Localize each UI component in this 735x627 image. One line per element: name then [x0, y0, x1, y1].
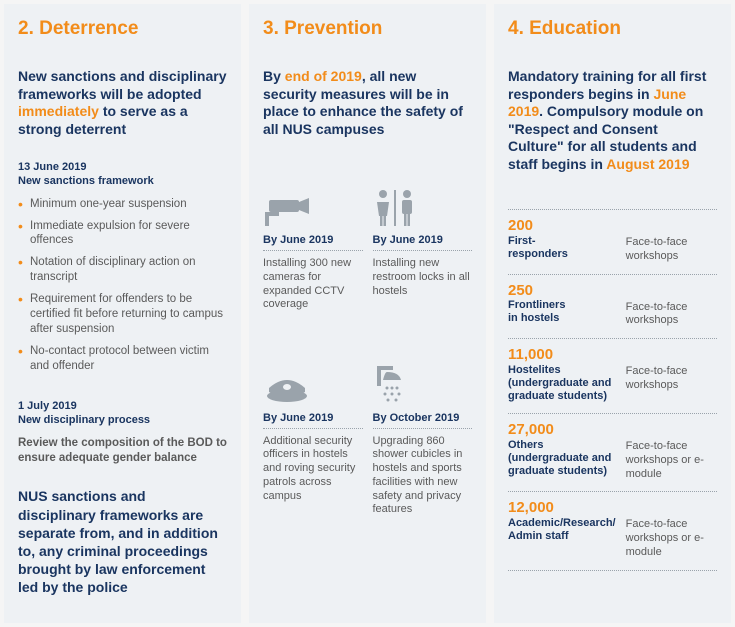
column-prevention: 3. Prevention By end of 2019, all new se… — [249, 4, 486, 623]
cctv-icon — [263, 180, 363, 228]
bullet-item: No-contact protocol between victim and o… — [18, 344, 227, 374]
education-row: 27,000 Others (undergraduate and graduat… — [508, 413, 717, 491]
education-row: 11,000 Hostelites (undergraduate and gra… — [508, 338, 717, 413]
education-row: 250 Frontlinersin hostels Face-to-face w… — [508, 274, 717, 339]
deterrence-footer: NUS sanctions and disciplinary framework… — [18, 487, 227, 596]
prevention-intro: By end of 2019, all new security measure… — [263, 68, 472, 138]
title-prefix: 2. — [18, 18, 39, 39]
prevention-desc: Installing new restroom locks in all hos… — [373, 257, 473, 298]
prevention-desc: Additional security officers in hostels … — [263, 435, 363, 504]
bullet-item: Notation of disciplinary action on trans… — [18, 255, 227, 285]
column-education: 4. Education Mandatory training for all … — [494, 4, 731, 623]
review-text: Review the composition of the BOD to ens… — [18, 436, 227, 466]
deterrence-date1: 13 June 2019 New sanctions framework — [18, 160, 227, 189]
education-rows: 200 First-responders Face-to-face worksh… — [508, 209, 717, 571]
title-text: Deterrence — [39, 18, 138, 39]
edu-method: Face-to-face workshops — [626, 347, 717, 393]
prevention-date: By June 2019 — [263, 234, 363, 251]
guard-cap-icon — [263, 358, 363, 406]
edu-label: Others (undergraduate and graduate stude… — [508, 439, 618, 479]
prevention-date: By June 2019 — [373, 234, 473, 251]
edu-label: Academic/Research/Admin staff — [508, 517, 618, 543]
edu-number: 12,000 — [508, 500, 618, 517]
deterrence-date2: 1 July 2019 New disciplinary process — [18, 399, 227, 428]
edu-method: Face-to-face workshops — [626, 283, 717, 329]
prevention-cell: By June 2019 Additional security officer… — [263, 358, 363, 518]
prevention-desc: Upgrading 860 shower cubicles in hostels… — [373, 435, 473, 518]
edu-label: Hostelites (undergraduate and graduate s… — [508, 364, 618, 404]
restroom-icon — [373, 180, 473, 228]
bullet-item: Minimum one-year suspension — [18, 197, 227, 212]
sanctions-bullets: Minimum one-year suspension Immediate ex… — [18, 197, 227, 381]
prevention-cell: By October 2019 Upgrading 860 shower cub… — [373, 358, 473, 518]
edu-method: Face-to-face workshops or e-module — [626, 500, 717, 559]
prevention-cell: By June 2019 Installing 300 new cameras … — [263, 180, 363, 340]
column-deterrence: 2. Deterrence New sanctions and discipli… — [4, 4, 241, 623]
education-row: 12,000 Academic/Research/Admin staff Fac… — [508, 491, 717, 570]
edu-number: 200 — [508, 218, 618, 235]
bullet-item: Requirement for offenders to be certifie… — [18, 292, 227, 337]
prevention-cell: By June 2019 Installing new restroom loc… — [373, 180, 473, 340]
education-row: 200 First-responders Face-to-face worksh… — [508, 209, 717, 274]
bullet-item: Immediate expulsion for severe offences — [18, 219, 227, 249]
deterrence-title: 2. Deterrence — [18, 18, 227, 40]
edu-number: 11,000 — [508, 347, 618, 364]
edu-label: Frontlinersin hostels — [508, 299, 618, 325]
edu-number: 250 — [508, 283, 618, 300]
prevention-title: 3. Prevention — [263, 18, 472, 40]
shower-icon — [373, 358, 473, 406]
prevention-desc: Installing 300 new cameras for expanded … — [263, 257, 363, 312]
edu-label: First-responders — [508, 235, 618, 261]
prevention-grid: By June 2019 Installing 300 new cameras … — [263, 180, 472, 517]
edu-method: Face-to-face workshops — [626, 218, 717, 264]
education-intro: Mandatory training for all first respond… — [508, 68, 717, 173]
edu-method: Face-to-face workshops or e-module — [626, 422, 717, 481]
prevention-date: By June 2019 — [263, 412, 363, 429]
education-title: 4. Education — [508, 18, 717, 40]
prevention-date: By October 2019 — [373, 412, 473, 429]
edu-number: 27,000 — [508, 422, 618, 439]
deterrence-intro: New sanctions and disciplinary framework… — [18, 68, 227, 138]
